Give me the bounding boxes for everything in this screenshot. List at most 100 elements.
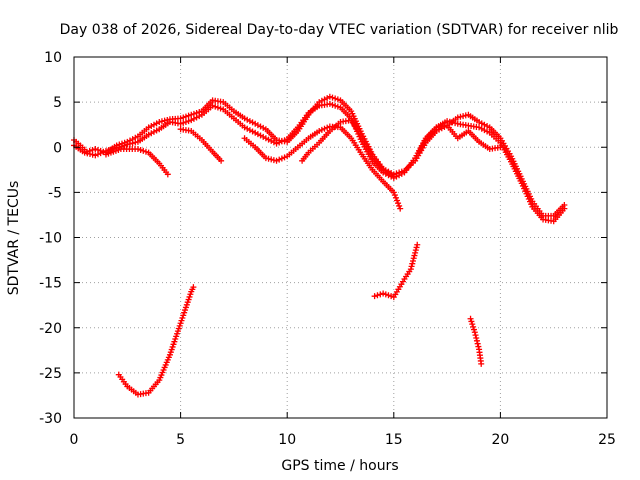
data-point <box>270 157 277 164</box>
data-point <box>318 126 325 133</box>
data-point <box>412 247 419 254</box>
x-tick-label: 15 <box>385 432 403 448</box>
series-track-5 <box>241 123 404 212</box>
data-point <box>497 144 504 151</box>
data-point <box>467 315 474 322</box>
data-point <box>470 326 477 333</box>
data-point <box>470 323 477 330</box>
y-tick-label: -25 <box>39 366 62 382</box>
data-point <box>385 292 392 299</box>
data-point <box>185 112 192 119</box>
data-point <box>473 334 480 341</box>
data-point <box>94 151 101 158</box>
data-point <box>469 321 476 328</box>
series-track-4 <box>177 126 225 164</box>
data-point <box>393 197 400 204</box>
y-tick-label: 10 <box>44 50 62 66</box>
data-point <box>391 192 398 199</box>
data-point <box>561 205 568 212</box>
x-tick-label: 25 <box>598 432 616 448</box>
series-track-9 <box>371 241 421 301</box>
y-tick-label: -20 <box>39 321 62 337</box>
data-point <box>218 157 225 164</box>
data-point <box>86 151 93 158</box>
data-point <box>329 94 336 101</box>
y-tick-label: -5 <box>48 185 62 201</box>
plot-frame <box>73 56 608 419</box>
data-point <box>92 152 99 159</box>
data-point <box>334 96 341 103</box>
data-point <box>84 150 91 157</box>
series-track-3 <box>102 146 171 178</box>
data-point <box>412 249 419 256</box>
data-point <box>371 293 378 300</box>
data-point <box>209 102 216 109</box>
data-point <box>142 148 149 155</box>
data-point <box>81 149 88 156</box>
data-point <box>190 284 197 291</box>
data-point <box>268 156 275 163</box>
data-point <box>316 128 323 135</box>
data-point <box>278 155 285 162</box>
y-tick-label: 0 <box>53 140 62 156</box>
y-tick-label: 5 <box>53 95 62 111</box>
data-point <box>276 156 283 163</box>
series-track-6 <box>299 117 397 180</box>
data-point <box>262 155 269 162</box>
data-point <box>158 118 165 125</box>
data-point <box>374 292 381 299</box>
data-point <box>134 146 141 153</box>
data-point <box>380 290 387 297</box>
data-point <box>273 140 280 147</box>
data-point <box>409 260 416 267</box>
data-point <box>265 155 272 162</box>
data-point <box>281 154 288 161</box>
data-point <box>185 118 192 125</box>
data-point <box>332 95 339 102</box>
data-point <box>182 113 189 120</box>
y-tick-label: -10 <box>39 231 62 247</box>
data-point <box>156 118 163 125</box>
data-point <box>278 138 285 145</box>
data-point <box>457 113 464 120</box>
data-point <box>409 257 416 264</box>
data-point <box>177 120 184 127</box>
grid-lines <box>74 57 607 418</box>
data-point <box>212 103 219 110</box>
data-point <box>332 102 339 109</box>
tick-labels: 0 5 10 15 20 25 10 5 0 -5 -10 -15 -20 -25 -30 <box>39 50 616 448</box>
data-point <box>472 332 479 339</box>
x-tick-label: 10 <box>278 432 296 448</box>
data-point <box>454 114 461 121</box>
data-point <box>473 337 480 344</box>
x-tick-label: 20 <box>491 432 509 448</box>
series-track-7 <box>416 122 504 155</box>
data-point <box>475 343 482 350</box>
data-point <box>462 112 469 119</box>
data-point <box>446 118 453 125</box>
x-tick-label: 5 <box>176 432 185 448</box>
data-point <box>377 291 384 298</box>
data-point <box>177 115 184 122</box>
series-track-1 <box>71 93 568 219</box>
data-point <box>396 202 403 209</box>
data-point <box>182 118 189 125</box>
data-point <box>92 146 99 153</box>
data-point <box>407 266 414 273</box>
data-point <box>392 194 399 201</box>
data-point <box>126 140 133 147</box>
data-point <box>471 329 478 336</box>
y-tick-label: -15 <box>39 276 62 292</box>
data-point <box>276 139 283 146</box>
data-point <box>411 252 418 259</box>
data-point <box>214 104 221 111</box>
data-point <box>390 173 397 180</box>
data-point <box>390 189 397 196</box>
data-point <box>329 101 336 108</box>
data-point <box>410 255 417 262</box>
series-track-2 <box>71 100 568 225</box>
data-point <box>281 137 288 144</box>
data-point <box>474 340 481 347</box>
data-point <box>217 105 224 112</box>
